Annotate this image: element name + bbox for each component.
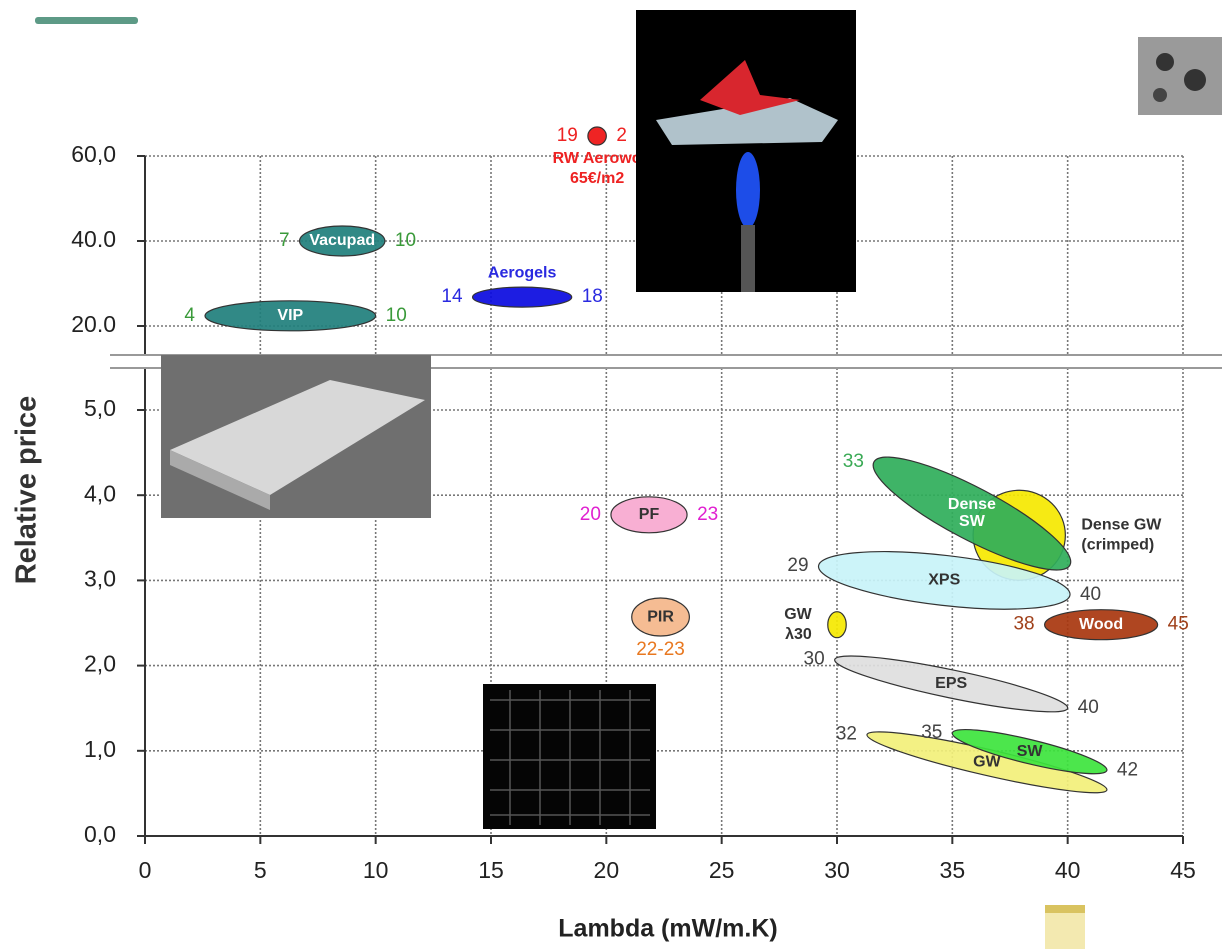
range-label: 19 — [557, 125, 578, 146]
photo-flame — [636, 10, 856, 292]
range-label: 7 — [279, 230, 290, 251]
range-label: 18 — [582, 286, 603, 307]
y-tick-label: 5,0 — [84, 395, 116, 421]
range-label: 40 — [1080, 584, 1101, 605]
y-tick-label: 1,0 — [84, 736, 116, 762]
y-tick-label: 20.0 — [71, 311, 116, 337]
range-label: 40 — [1078, 697, 1099, 718]
range-label: 38 — [1013, 614, 1034, 635]
range-label: 30 — [804, 649, 825, 670]
chart: 20.0 40.0 60,0 0,0 1,0 2,0 3,0 4,0 5,0 0 5 10 15 20 25… — [0, 0, 1222, 949]
photo-jar — [1045, 905, 1085, 949]
item-name: Vacupad — [309, 232, 375, 249]
item-name: SW — [959, 513, 986, 530]
y-tick-label: 60,0 — [71, 141, 116, 167]
range-label: 29 — [787, 555, 808, 576]
x-tick-label: 30 — [824, 857, 850, 883]
range-label: 42 — [1117, 759, 1138, 780]
item-name: GW — [784, 606, 812, 623]
y-axis-title: Relative price — [11, 396, 43, 585]
item-name: PIR — [647, 608, 674, 625]
item-name: VIP — [277, 307, 303, 324]
item-name: SW — [1017, 743, 1044, 760]
range-ellipse — [473, 287, 572, 307]
accent-bar — [35, 17, 138, 24]
item-name: Aerogels — [488, 264, 557, 281]
range-label: 14 — [441, 286, 463, 307]
item-name: 65€/m2 — [570, 170, 624, 187]
range-label: 32 — [836, 724, 857, 745]
range-ellipse — [828, 612, 846, 638]
y-tick-label: 3,0 — [84, 565, 116, 591]
photo-sem — [1138, 37, 1222, 115]
range-label: 10 — [395, 230, 416, 251]
range-label: 10 — [386, 305, 407, 326]
item-name: RW Aerowo — [553, 150, 642, 167]
range-label: 23 — [697, 504, 718, 525]
photo-vip-panel — [161, 355, 431, 518]
range-label: 35 — [921, 722, 942, 743]
item-name: (crimped) — [1081, 536, 1154, 553]
range-label: 45 — [1168, 614, 1189, 635]
range-ellipse — [588, 127, 606, 145]
range-label: 22-23 — [636, 639, 685, 660]
range-label: 20 — [580, 504, 601, 525]
range-label: 33 — [843, 451, 864, 472]
y-tick-label: 40.0 — [71, 226, 116, 252]
x-tick-label: 40 — [1055, 857, 1081, 883]
y-tick-label: 4,0 — [84, 480, 116, 506]
x-axis-title: Lambda (mW/m.K) — [558, 915, 777, 943]
item-name: λ30 — [785, 626, 812, 643]
item-name: Dense GW — [1081, 516, 1162, 533]
item-name: GW — [973, 754, 1001, 771]
photo-foam — [483, 684, 656, 829]
item-name: PF — [639, 506, 660, 523]
x-tick-label: 15 — [478, 857, 504, 883]
item-name: EPS — [935, 675, 967, 692]
y-tick-label: 2,0 — [84, 651, 116, 677]
item-name: Dense — [948, 496, 996, 513]
item-name: XPS — [928, 572, 960, 589]
x-tick-label: 0 — [139, 857, 152, 883]
range-label: 4 — [184, 305, 195, 326]
x-tick-label: 10 — [363, 857, 389, 883]
item-name: Wood — [1079, 616, 1123, 633]
x-tick-label: 35 — [940, 857, 966, 883]
x-tick-label: 5 — [254, 857, 267, 883]
x-tick-label: 20 — [594, 857, 620, 883]
x-tick-label: 45 — [1170, 857, 1196, 883]
range-label: 2 — [616, 125, 627, 146]
x-tick-label: 25 — [709, 857, 735, 883]
y-tick-label: 0,0 — [84, 821, 116, 847]
